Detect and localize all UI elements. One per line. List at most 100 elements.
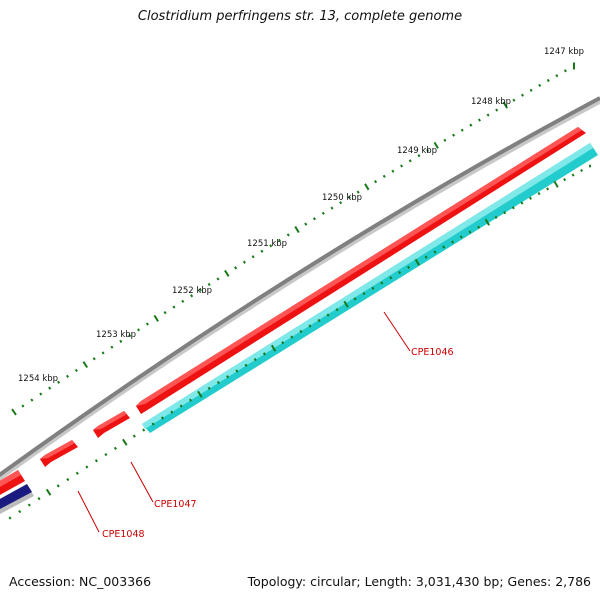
inner-minor-tick xyxy=(170,410,174,414)
outer-major-tick xyxy=(224,269,230,277)
outer-minor-tick xyxy=(400,164,404,168)
outer-minor-tick xyxy=(356,190,360,194)
inner-minor-tick xyxy=(18,509,22,514)
inner-minor-tick xyxy=(424,255,428,259)
outer-major-tick xyxy=(82,361,89,369)
outer-major-tick xyxy=(364,183,370,191)
inner-minor-tick xyxy=(571,173,575,177)
scale-label-1249: 1249 kbp xyxy=(397,146,437,156)
inner-minor-tick xyxy=(494,215,498,219)
outer-minor-tick xyxy=(181,299,185,303)
outer-minor-tick xyxy=(408,159,412,163)
inner-minor-tick xyxy=(113,446,117,450)
outer-minor-tick xyxy=(460,128,464,132)
outer-major-tick xyxy=(11,408,17,416)
inner-major-tick xyxy=(343,300,349,308)
outer-minor-tick xyxy=(145,322,149,326)
outer-minor-tick xyxy=(538,83,542,87)
outer-minor-tick xyxy=(190,294,194,298)
outer-minor-tick xyxy=(30,398,34,402)
outer-minor-tick xyxy=(486,113,490,117)
outer-minor-tick xyxy=(391,169,395,173)
inner-minor-tick xyxy=(442,245,446,249)
inner-minor-tick xyxy=(433,250,437,254)
genome-summary-text: Topology: circular; Length: 3,031,430 bp… xyxy=(247,574,591,589)
outer-minor-tick xyxy=(555,74,559,78)
gene-cpe1047[interactable] xyxy=(93,411,130,438)
inner-minor-tick xyxy=(511,206,515,210)
inner-minor-tick xyxy=(580,168,583,173)
outer-minor-tick xyxy=(277,238,281,242)
outer-minor-tick xyxy=(242,260,246,264)
map-title: Clostridium perfringens str. 13, complet… xyxy=(137,9,463,24)
inner-minor-tick xyxy=(85,465,89,469)
outer-minor-tick xyxy=(546,78,550,83)
outer-minor-tick xyxy=(286,233,290,237)
inner-minor-tick xyxy=(468,230,472,234)
inner-minor-tick xyxy=(56,484,60,488)
outer-minor-tick xyxy=(48,386,52,390)
inner-minor-tick xyxy=(253,357,257,362)
outer-minor-tick xyxy=(119,339,123,343)
gene-left-edge[interactable] xyxy=(0,470,25,496)
scale-label-1250: 1250 kbp xyxy=(322,193,362,203)
inner-minor-tick xyxy=(104,452,108,457)
outer-minor-tick xyxy=(57,380,61,384)
gene-label-cpe1047[interactable]: CPE1047 xyxy=(154,499,197,510)
outer-major-tick xyxy=(433,141,439,149)
gene-cpe1048[interactable] xyxy=(40,440,78,467)
outer-minor-tick xyxy=(374,179,378,184)
inner-major-tick xyxy=(45,488,52,496)
gene-label-cpe1046[interactable]: CPE1046 xyxy=(411,347,454,358)
inner-major-tick xyxy=(270,344,277,352)
outer-minor-tick xyxy=(521,93,524,97)
inner-minor-tick xyxy=(380,281,384,285)
outer-minor-tick xyxy=(382,174,386,178)
outer-minor-tick xyxy=(321,211,325,215)
inner-minor-tick xyxy=(179,404,183,408)
outer-minor-tick xyxy=(426,148,430,153)
outer-minor-tick xyxy=(304,222,308,226)
outer-minor-tick xyxy=(269,244,273,248)
inner-minor-tick xyxy=(326,313,330,317)
outer-minor-tick xyxy=(529,88,533,92)
inner-minor-tick xyxy=(290,335,294,339)
inner-minor-tick xyxy=(459,235,463,239)
inner-minor-tick xyxy=(362,291,366,296)
gene-left-edge-reverse[interactable] xyxy=(0,484,34,515)
outer-minor-tick xyxy=(469,123,473,127)
outer-major-tick xyxy=(502,101,508,109)
inner-minor-tick xyxy=(308,324,312,328)
outer-minor-tick xyxy=(65,374,70,378)
outer-minor-tick xyxy=(347,195,351,200)
outer-minor-tick xyxy=(234,266,238,270)
inner-major-tick xyxy=(197,390,203,398)
gene-cpe1046[interactable] xyxy=(136,127,586,414)
outer-minor-tick xyxy=(251,255,255,259)
outer-minor-tick xyxy=(512,98,516,102)
inner-minor-tick xyxy=(160,416,165,420)
inner-minor-tick xyxy=(407,265,410,269)
scale-label-1248: 1248 kbp xyxy=(471,97,511,107)
outer-minor-tick xyxy=(74,368,78,373)
inner-major-tick xyxy=(122,438,128,446)
inner-major-tick xyxy=(553,180,559,188)
outer-minor-tick xyxy=(39,392,43,396)
gene-label-cpe1048[interactable]: CPE1048 xyxy=(102,529,145,540)
inner-tick-row xyxy=(8,164,591,520)
leader-cpe1048 xyxy=(77,490,100,533)
inner-minor-tick xyxy=(371,286,375,290)
outer-minor-tick xyxy=(330,206,334,210)
inner-minor-tick xyxy=(503,210,507,215)
inner-minor-tick xyxy=(37,497,41,501)
inner-minor-tick xyxy=(451,240,454,244)
outer-minor-tick xyxy=(207,282,211,287)
inner-minor-tick xyxy=(75,471,79,475)
inner-minor-tick xyxy=(132,434,136,438)
inner-minor-tick xyxy=(537,192,541,196)
outer-minor-tick xyxy=(92,357,96,361)
outer-minor-tick xyxy=(163,311,167,315)
inner-minor-tick xyxy=(398,270,402,275)
scale-label-1251: 1251 kbp xyxy=(247,239,287,249)
